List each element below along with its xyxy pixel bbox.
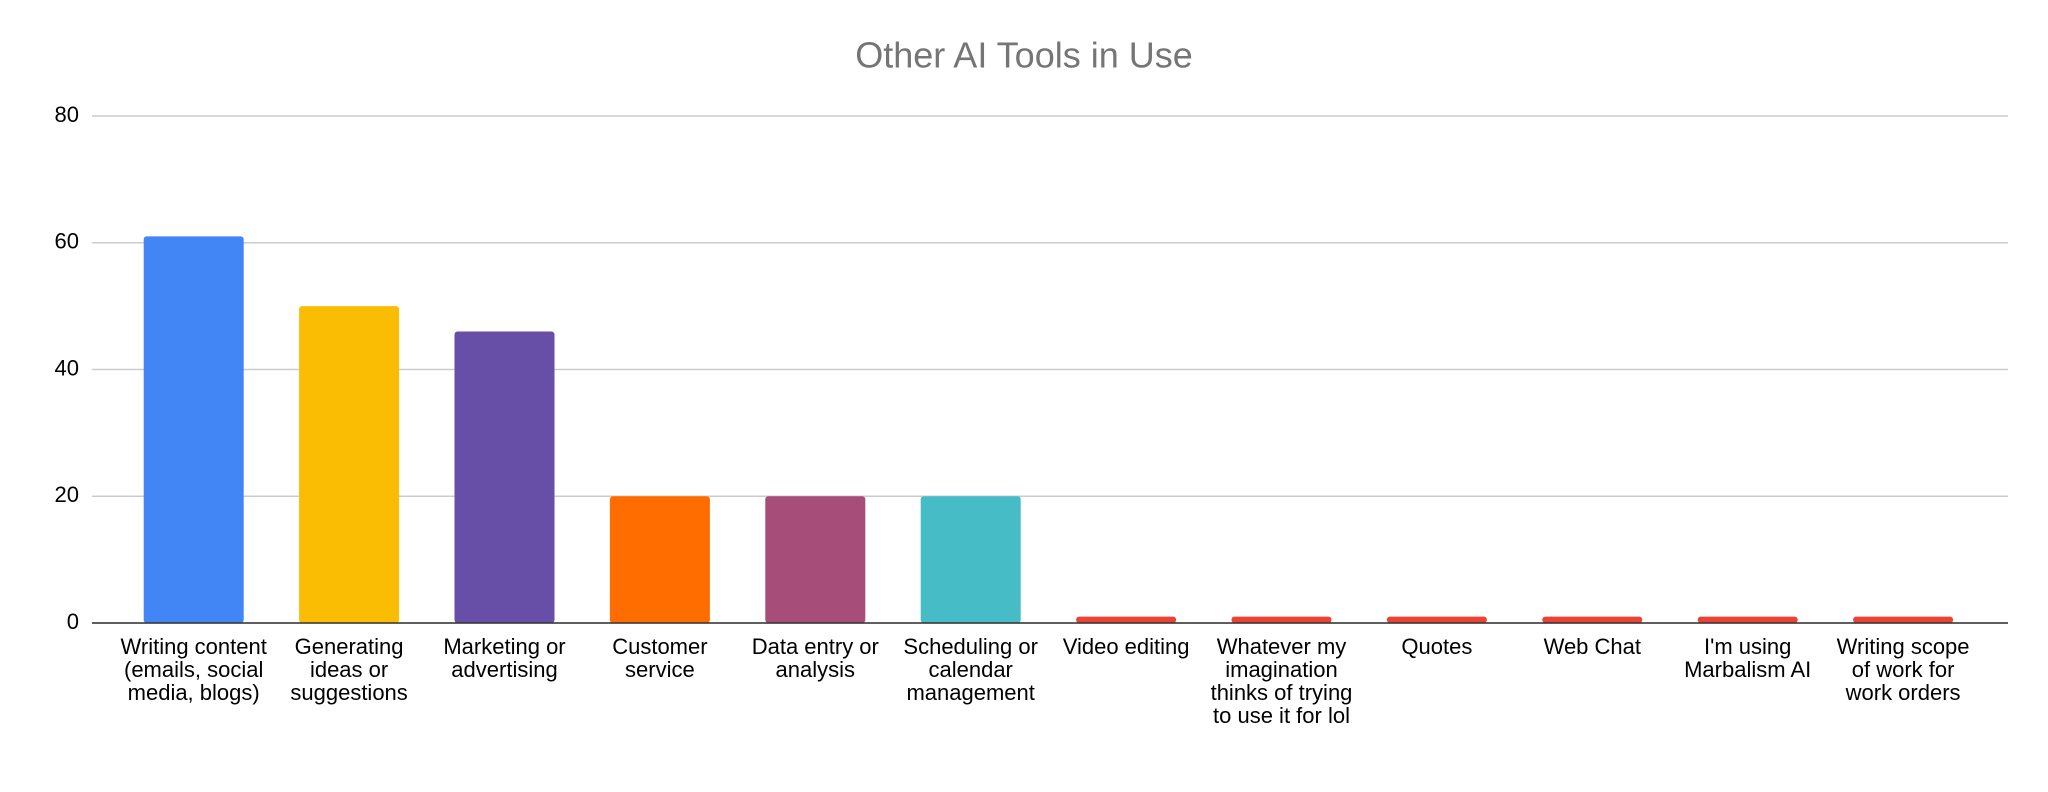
x-tick-label: Data entry or analysis <box>751 634 879 682</box>
x-tick-label: Video editing <box>1062 634 1190 659</box>
bar <box>454 331 555 623</box>
bar <box>1542 616 1643 623</box>
y-tick-label: 80 <box>55 102 79 127</box>
x-tick-label: Quotes <box>1401 634 1473 659</box>
bar <box>1697 616 1798 623</box>
bar <box>143 236 244 623</box>
y-tick-label: 0 <box>67 609 79 634</box>
x-tick-label: Customer service <box>612 634 708 682</box>
bar <box>1853 616 1954 623</box>
y-tick-label: 60 <box>55 229 79 254</box>
x-tick-label: Marketing or advertising <box>443 634 566 682</box>
bar <box>1386 616 1487 623</box>
y-tick-label: 20 <box>55 482 79 507</box>
bar <box>609 496 710 623</box>
x-tick-label: Writing content (emails, social media, b… <box>120 634 267 705</box>
chart-title: Other AI Tools in Use <box>855 35 1193 76</box>
bar <box>765 496 866 623</box>
x-tick-label: Web Chat <box>1543 634 1641 659</box>
x-tick-label: I'm using Marbalism AI <box>1684 634 1812 682</box>
bar <box>299 306 400 623</box>
x-tick-label: Whatever my imagination thinks of trying… <box>1210 634 1353 728</box>
bar <box>920 496 1021 623</box>
x-tick-label: Scheduling or calendar management <box>903 634 1038 705</box>
bar <box>1231 616 1332 623</box>
bar <box>1076 616 1177 623</box>
x-tick-label: Generating ideas or suggestions <box>290 634 408 705</box>
x-tick-label: Writing scope of work for work orders <box>1836 634 1970 705</box>
y-tick-label: 40 <box>55 355 79 380</box>
